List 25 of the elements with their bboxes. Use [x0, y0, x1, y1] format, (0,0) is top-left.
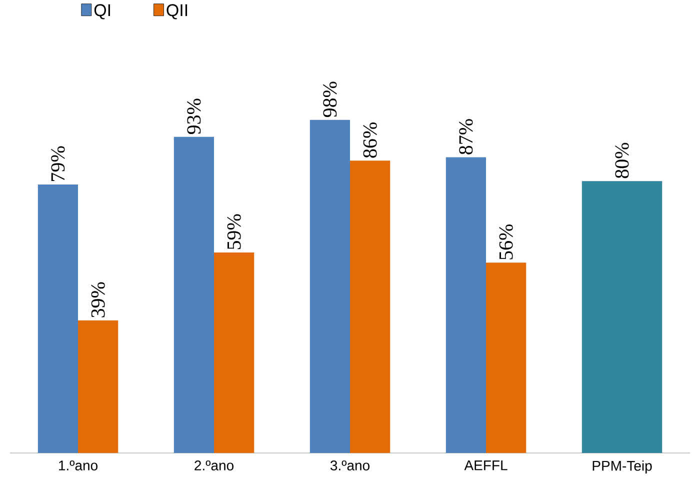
bar: [350, 160, 390, 453]
x-tick-label: 1.ºano: [59, 460, 98, 470]
data-label: 93%: [187, 98, 201, 134]
bar: [174, 136, 214, 453]
data-label: 56%: [499, 224, 513, 260]
data-label: 39%: [91, 282, 105, 318]
x-tick-label: PPM-Teip: [592, 460, 652, 474]
bar: [214, 252, 254, 453]
bar: [582, 181, 662, 453]
bar: [446, 157, 486, 453]
bar: [38, 184, 78, 453]
data-label: 79%: [51, 146, 65, 181]
bar: [486, 262, 526, 453]
data-label: 98%: [323, 82, 337, 118]
data-label: 80%: [615, 142, 629, 178]
x-tick-label: AEFFL: [464, 460, 508, 470]
data-label: 59%: [227, 214, 241, 250]
data-label: 86%: [363, 122, 377, 158]
legend-label: QII: [166, 4, 188, 20]
bar: [310, 120, 350, 453]
legend-label: QI: [94, 4, 110, 20]
data-label: 87%: [459, 119, 473, 154]
x-tick-label: 2.ºano: [194, 460, 234, 470]
x-tick-label: 3.ºano: [330, 460, 370, 470]
bar: [78, 320, 118, 453]
